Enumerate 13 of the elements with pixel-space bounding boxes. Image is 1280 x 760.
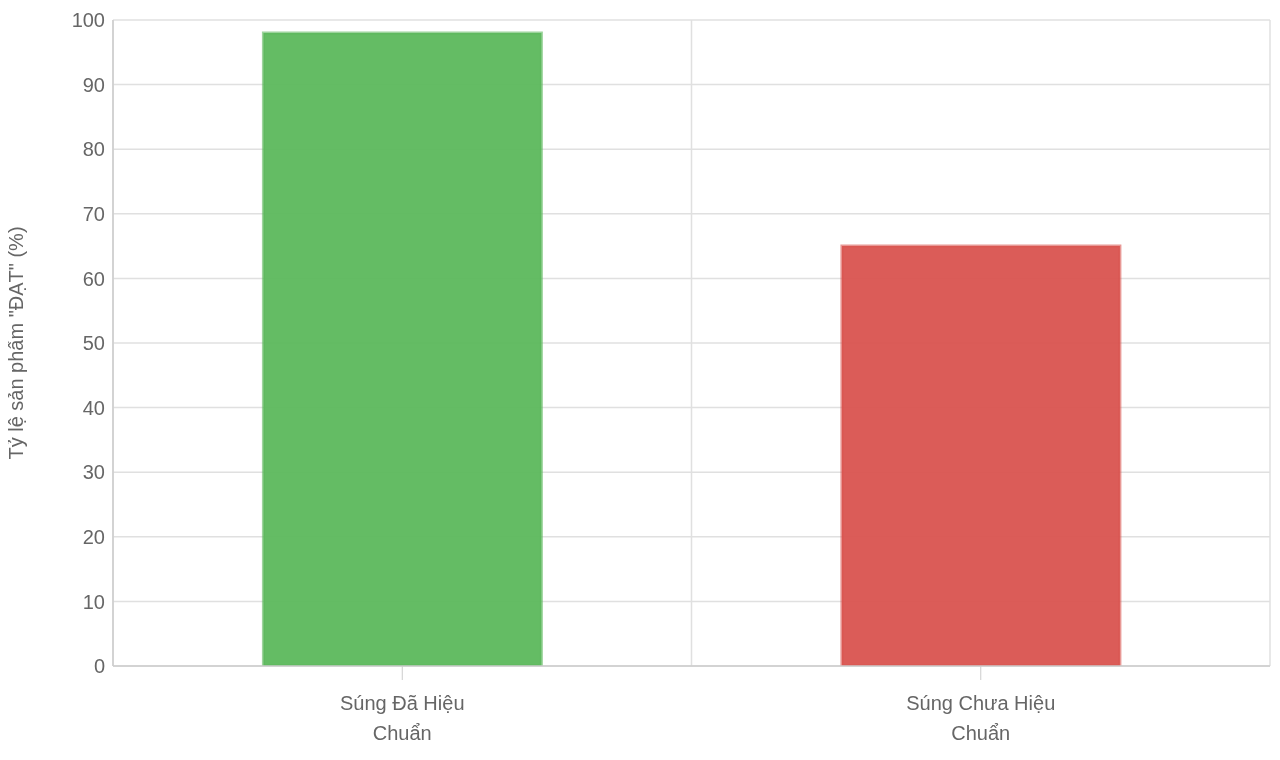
y-tick-label: 90 — [82, 73, 105, 96]
y-tick-label: 40 — [82, 396, 105, 419]
y-tick-label: 70 — [82, 202, 105, 225]
x-tick-label: Súng Chưa Hiệu Chuẩn — [906, 692, 1056, 744]
y-tick-label: 80 — [82, 138, 105, 161]
y-tick-label: 100 — [71, 9, 105, 32]
y-tick-label: 20 — [82, 525, 105, 548]
y-tick-label: 60 — [82, 267, 105, 290]
y-tick-label: 10 — [82, 590, 105, 613]
y-tick-label: 30 — [82, 461, 105, 484]
y-tick-label: 50 — [82, 332, 105, 355]
y-tick-label: 0 — [93, 655, 105, 678]
x-tick-label: Súng Đã Hiệu Chuẩn — [339, 692, 465, 744]
